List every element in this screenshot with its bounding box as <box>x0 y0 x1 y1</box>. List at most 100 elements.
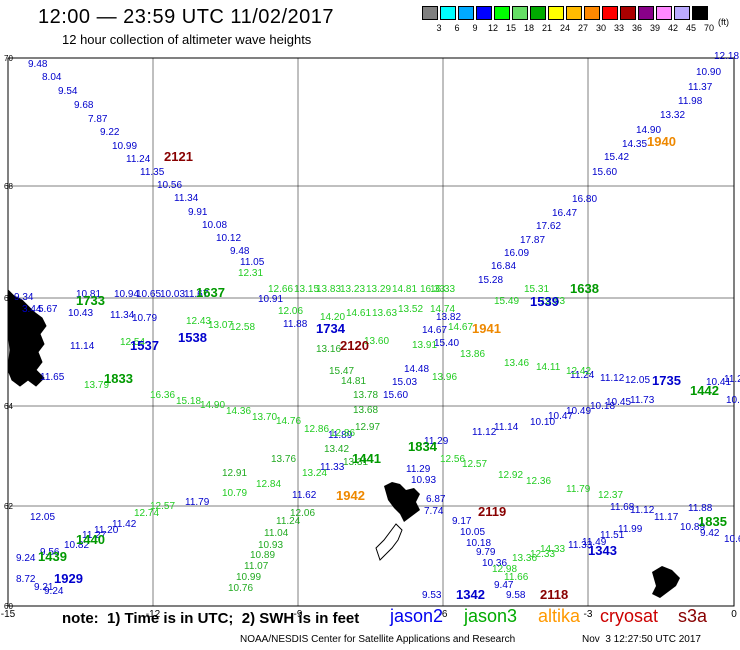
wave-height-value: 11.07 <box>244 561 269 572</box>
pass-time-label: 2120 <box>340 338 369 353</box>
wave-height-value: 10.18 <box>466 538 491 549</box>
wave-height-value: 10.12 <box>216 233 241 244</box>
wave-height-value: 10.81 <box>76 289 101 300</box>
faroe-islands <box>384 482 420 522</box>
wave-height-value: 12.97 <box>355 422 380 433</box>
wave-height-value: 14.90 <box>200 400 225 411</box>
wave-height-value: 11.79 <box>566 484 591 495</box>
wave-height-value: 15.60 <box>592 167 617 178</box>
wave-height-value: 12.56 <box>440 454 465 465</box>
timestamp: Nov 3 12:27:50 UTC 2017 <box>582 634 701 645</box>
wave-height-value: 12.84 <box>256 479 281 490</box>
wave-height-value: 12.98 <box>492 564 517 575</box>
scale-label: 70 <box>703 23 714 33</box>
wave-height-value: 11.98 <box>678 96 703 107</box>
scale-swatch <box>548 6 564 20</box>
wave-height-value: 11.73 <box>630 395 655 406</box>
wave-height-value: 15.53 <box>540 296 565 307</box>
wave-height-value: 11.14 <box>494 422 519 433</box>
scale-label: 21 <box>541 23 552 33</box>
wave-height-value: 14.81 <box>392 284 417 295</box>
pass-time-label: 1539 <box>530 294 559 309</box>
wave-height-value: 12.57 <box>462 459 487 470</box>
wave-height-value: 11.99 <box>618 524 643 535</box>
wave-height-value: 9.48 <box>28 59 48 70</box>
scale-swatch <box>512 6 528 20</box>
wave-height-value: 13.96 <box>432 372 457 383</box>
scale-swatch <box>674 6 690 20</box>
wave-height-value: 7.74 <box>424 506 444 517</box>
wave-height-value: 3.44 <box>22 304 42 315</box>
wave-height-value: 13.68 <box>353 405 378 416</box>
pass-time-label: 1440 <box>76 532 105 547</box>
wave-height-value: 9.91 <box>188 207 208 218</box>
pass-time-label: 1442 <box>690 383 719 398</box>
pass-time-labels: 2121 1940 1637 1638 1539 1733 1734 1941 1537 1538… <box>38 134 727 602</box>
wave-height-value: 12.43 <box>186 316 211 327</box>
footer-note: note: 1) Time is in UTC; 2) SWH is in fe… <box>62 610 360 627</box>
pass-time-label: 1941 <box>472 321 501 336</box>
wave-height-value: 12.58 <box>230 322 255 333</box>
legend-s3a: s3a <box>678 606 708 626</box>
wave-height-value: 9.48 <box>230 246 250 257</box>
wave-height-value: 13.86 <box>460 349 485 360</box>
wave-height-value: 9.17 <box>452 516 472 527</box>
credit-line: NOAA/NESDIS Center for Satellite Applica… <box>240 634 516 645</box>
wave-height-value: 5.67 <box>38 304 58 315</box>
pass-time-label: 1441 <box>352 451 381 466</box>
scale-unit: (ft) <box>718 17 729 27</box>
pass-time-label: 1638 <box>570 281 599 296</box>
wave-height-value: 10.99 <box>236 572 261 583</box>
scale-label: 18 <box>523 23 534 33</box>
wave-height-value: 13.16 <box>316 344 341 355</box>
scale-swatch <box>566 6 582 20</box>
wave-height-value: 12.05 <box>30 512 55 523</box>
pass-time-label: 2121 <box>164 149 193 164</box>
scale-label: 3 <box>436 23 442 33</box>
lat-tick-label: 70 <box>4 54 13 63</box>
lat-tick-label: 68 <box>4 182 13 191</box>
wave-height-value: 11.88 <box>688 503 713 514</box>
wave-height-value: 14.36 <box>226 406 251 417</box>
wave-height-value: 10.79 <box>132 313 157 324</box>
wave-height-value: 13.46 <box>504 358 529 369</box>
scale-swatch <box>656 6 672 20</box>
wave-height-value: 13.15 <box>294 284 319 295</box>
wave-height-value: 13.91 <box>412 340 437 351</box>
wave-height-value: 10.91 <box>258 294 283 305</box>
wave-height-value: 11.29 <box>406 464 431 475</box>
wave-height-value: 8.04 <box>42 72 62 83</box>
faroe-islets <box>375 523 403 561</box>
wave-height-value: 15.40 <box>434 338 459 349</box>
wave-height-value: 14.67 <box>422 325 447 336</box>
lat-tick-label: 64 <box>4 402 13 411</box>
scale-label: 42 <box>667 23 678 33</box>
wave-height-value: 9.24 <box>16 553 36 564</box>
scale-swatch <box>584 6 600 20</box>
shetland-islands <box>652 566 680 598</box>
wave-height-value: 12.66 <box>268 284 293 295</box>
wave-height-value: 13.83 <box>316 284 341 295</box>
wave-height-value: 11.62 <box>292 490 317 501</box>
wave-height-value: 9.58 <box>506 590 526 601</box>
wave-height-value: 10.82 <box>64 540 89 551</box>
wave-height-value: 11.42 <box>112 519 137 530</box>
map-grid <box>7 57 735 607</box>
scale-label: 45 <box>685 23 696 33</box>
wave-height-value: 10.49 <box>566 406 591 417</box>
wave-height-value: 11.34 <box>110 310 135 321</box>
pass-time-label: 2119 <box>478 504 506 519</box>
wave-height-value: 9.24 <box>44 586 64 597</box>
wave-height-value: 13.24 <box>302 468 327 479</box>
wave-height-value: 11.67 <box>184 289 209 300</box>
wave-height-value: 15.60 <box>383 390 408 401</box>
wave-height-value: 14.20 <box>320 312 345 323</box>
wave-height-value: 17.87 <box>520 235 545 246</box>
scale-label: 27 <box>577 23 588 33</box>
pass-time-label: 1942 <box>336 488 365 503</box>
wave-height-value: 12.91 <box>222 468 247 479</box>
wave-height-value: 13.32 <box>660 110 685 121</box>
wave-height-value: 14.67 <box>448 322 473 333</box>
wave-height-value: 13.79 <box>84 380 109 391</box>
wave-height-value: 10.68 <box>724 534 740 545</box>
